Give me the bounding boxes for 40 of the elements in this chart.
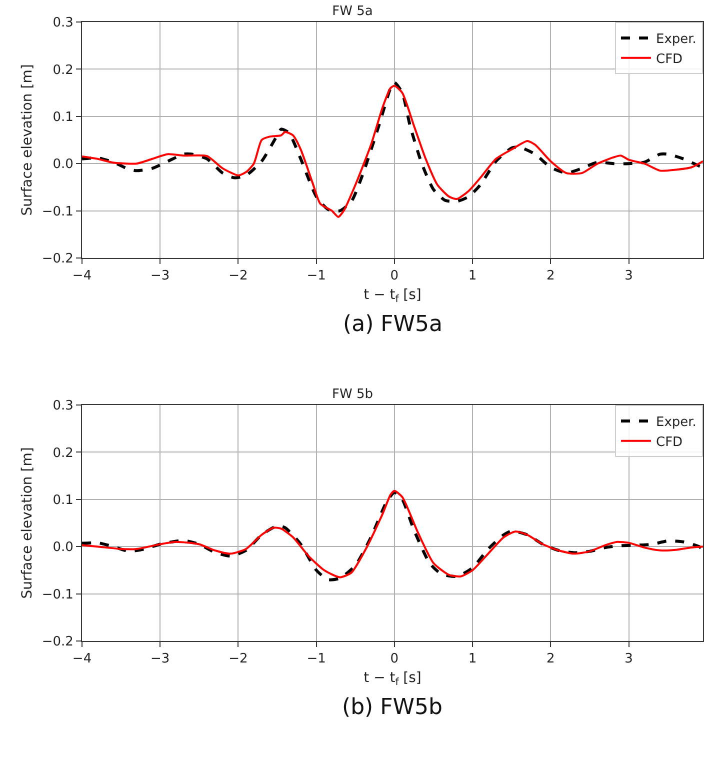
x-tick-label: −2 bbox=[228, 268, 248, 284]
y-tick-label: 0.3 bbox=[52, 16, 74, 31]
x-tick-label: 1 bbox=[468, 652, 477, 667]
y-tick-label: 0.0 bbox=[52, 540, 74, 556]
y-tick-label: 0.0 bbox=[52, 157, 74, 172]
legend-label: Exper. bbox=[656, 415, 696, 430]
y-tick-label: 0.2 bbox=[52, 62, 74, 78]
y-tick-label: 0.1 bbox=[52, 492, 74, 508]
x-tick-label: 0 bbox=[390, 652, 399, 667]
x-tick-label: 1 bbox=[468, 268, 477, 284]
x-tick-label: −4 bbox=[72, 652, 92, 667]
x-tick-label: 0 bbox=[390, 268, 399, 284]
y-tick-label: −0.2 bbox=[42, 252, 74, 267]
legend-label: CFD bbox=[656, 52, 683, 67]
y-tick-label: −0.1 bbox=[42, 204, 74, 220]
x-tick-label: −3 bbox=[150, 268, 170, 284]
chart-title: FW 5a bbox=[332, 4, 373, 19]
legend-label: Exper. bbox=[656, 32, 696, 48]
y-tick-label: 0.1 bbox=[52, 110, 74, 125]
y-tick-label: −0.1 bbox=[42, 587, 74, 602]
y-axis-title: Surface elevation [m] bbox=[19, 64, 36, 216]
x-tick-label: −1 bbox=[306, 652, 326, 667]
y-axis-title: Surface elevation [m] bbox=[19, 447, 36, 599]
x-tick-label: 3 bbox=[624, 652, 633, 667]
x-axis-title: t − t$_{f}$ [s] bbox=[364, 670, 422, 688]
y-tick-label: 0.2 bbox=[52, 446, 74, 461]
legend-label: CFD bbox=[656, 434, 683, 450]
x-tick-label: −4 bbox=[72, 268, 92, 284]
x-tick-label: −1 bbox=[306, 268, 326, 284]
y-tick-label: −0.2 bbox=[42, 634, 74, 650]
text: (a) FW5a bbox=[343, 312, 443, 337]
chart-title: FW 5b bbox=[332, 386, 373, 402]
x-tick-label: −3 bbox=[150, 652, 170, 667]
x-tick-label: 2 bbox=[546, 268, 555, 284]
y-tick-label: 0.3 bbox=[52, 398, 74, 414]
x-tick-label: 2 bbox=[546, 652, 555, 667]
x-tick-label: −2 bbox=[228, 652, 248, 667]
x-axis-title: t − t$_{f}$ [s] bbox=[364, 286, 422, 305]
text: (b) FW5b bbox=[342, 695, 442, 720]
x-tick-label: 3 bbox=[624, 268, 633, 284]
